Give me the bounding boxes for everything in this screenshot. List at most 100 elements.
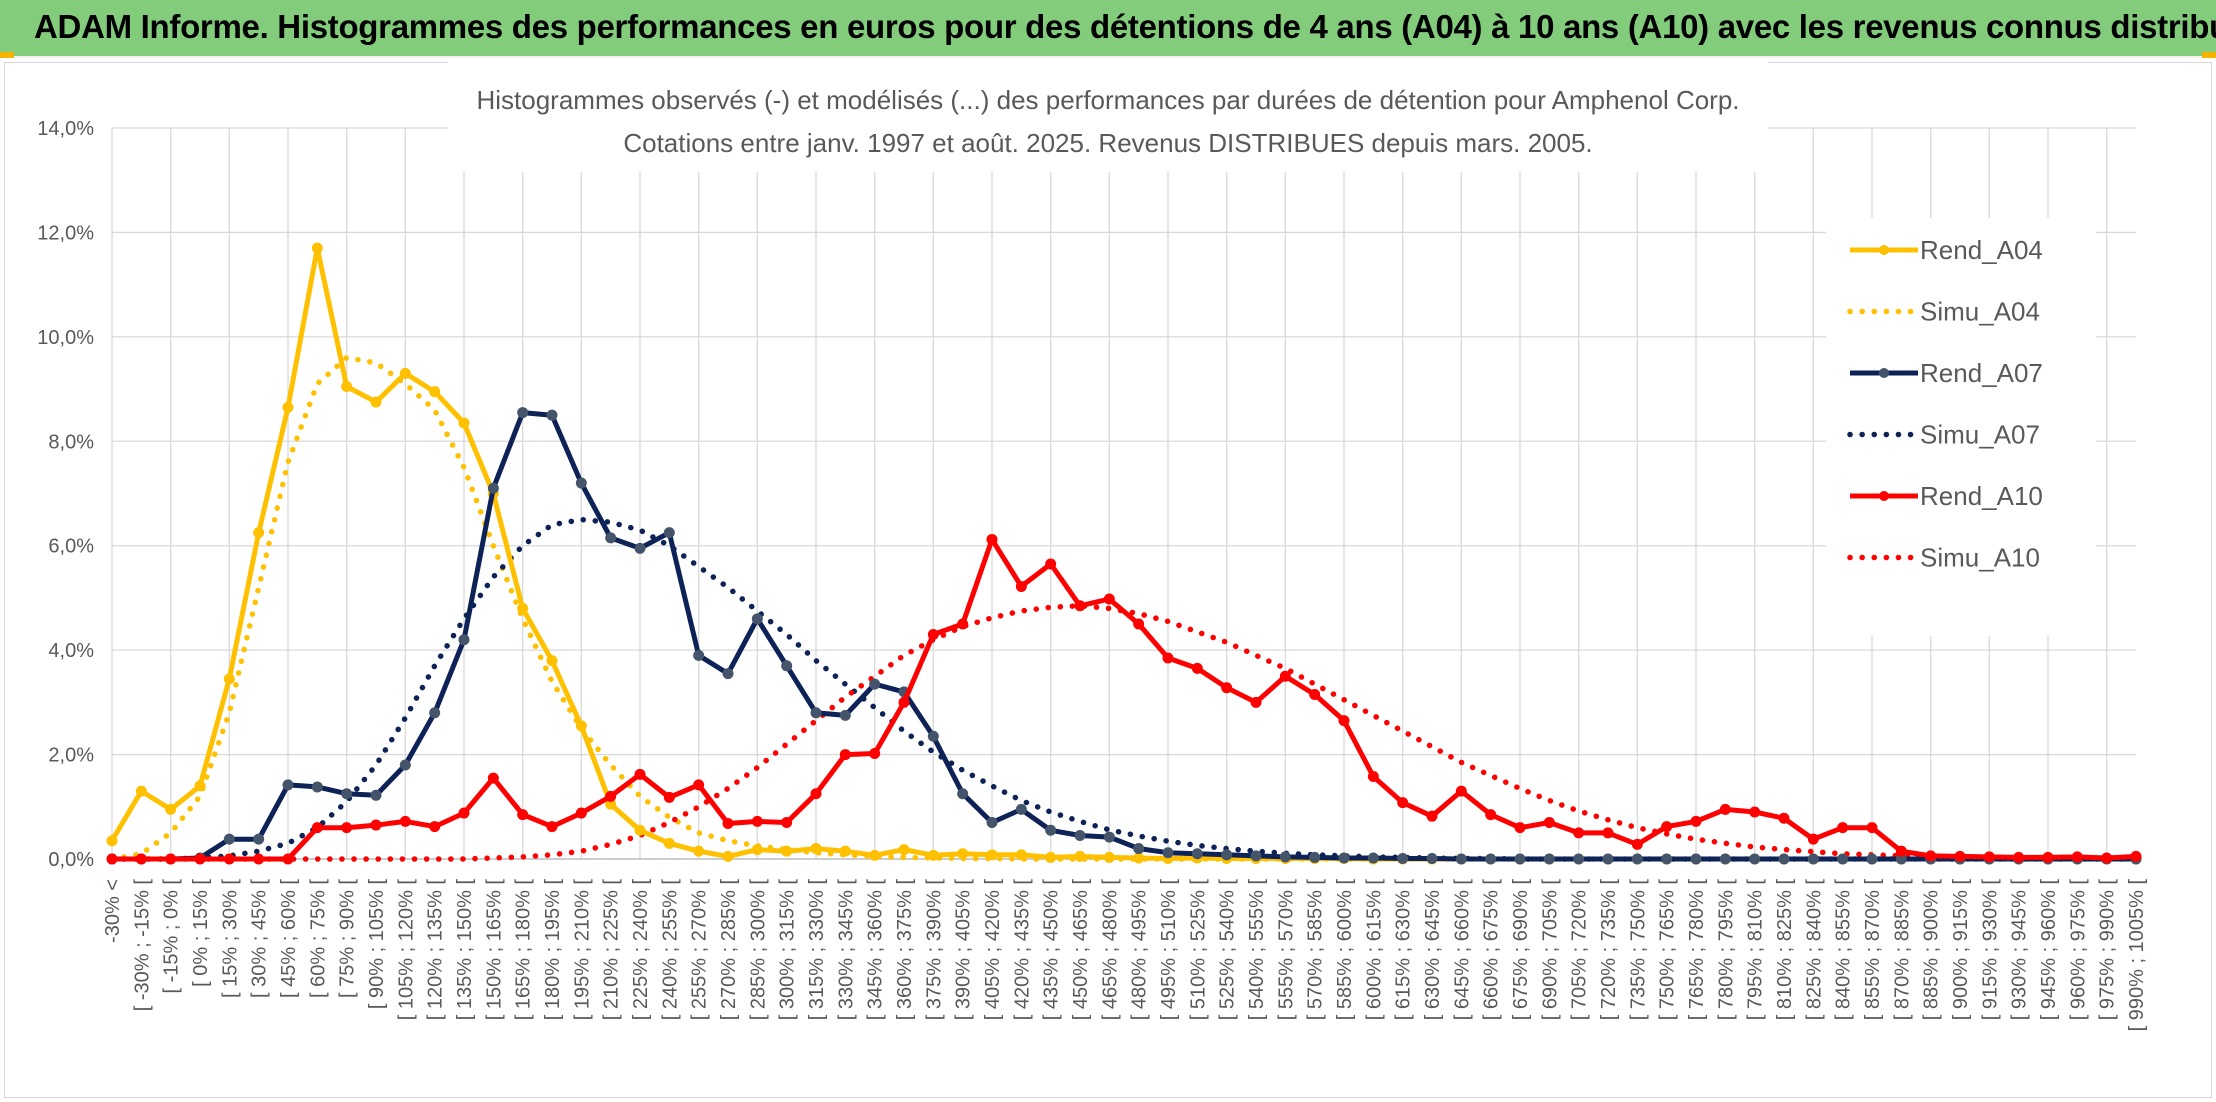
data-point (1250, 850, 1262, 862)
data-point (1602, 853, 1614, 865)
data-point (253, 833, 265, 845)
x-tick-label: [ 855% ; 870% [ (1862, 879, 1884, 1021)
data-point (1778, 812, 1790, 824)
legend-item-simu-a07[interactable]: Simu_A07 (1847, 420, 2040, 450)
chart-title-background (448, 60, 1768, 172)
legend-item-rend-a07[interactable]: Rend_A07 (1850, 358, 2043, 388)
chart-title-line1: Histogrammes observés (-) et modélisés (… (476, 85, 1739, 115)
data-point (1367, 852, 1379, 864)
x-tick-label: [ 390% ; 405% [ (953, 879, 975, 1021)
data-point (1485, 809, 1497, 821)
y-tick-label: 6,0% (48, 536, 94, 558)
data-point (1983, 851, 1995, 863)
data-point (1807, 833, 1819, 845)
x-tick-label: [ 660% ; 675% [ (1481, 879, 1503, 1021)
data-point (810, 843, 822, 855)
data-point (282, 853, 294, 865)
x-tick-label: [ 570% ; 585% [ (1305, 879, 1327, 1021)
data-point (1397, 797, 1409, 809)
data-point (810, 788, 822, 800)
legend-item-rend-a10[interactable]: Rend_A10 (1850, 481, 2043, 511)
data-point (1426, 810, 1438, 822)
data-point (1338, 715, 1350, 727)
x-tick-label: [ 150% ; 165% [ (483, 879, 505, 1021)
legend-item-simu-a10[interactable]: Simu_A10 (1847, 543, 2040, 573)
data-point (458, 807, 470, 819)
legend-item-simu-a04[interactable]: Simu_A04 (1847, 297, 2040, 327)
legend-background (1826, 218, 2096, 636)
x-tick-label: [ 600% ; 615% [ (1363, 879, 1385, 1021)
data-point (282, 401, 294, 413)
data-point (517, 602, 529, 614)
data-point (869, 678, 881, 690)
x-tick-label: [ 690% ; 705% [ (1539, 879, 1561, 1021)
series-line-simu-a10 (109, 603, 2139, 862)
data-point (194, 780, 206, 792)
x-tick-label: [ 465% ; 480% [ (1099, 879, 1121, 1021)
data-point (487, 482, 499, 494)
data-point (1837, 822, 1849, 834)
data-point (1074, 850, 1086, 862)
series-rend-a10 (106, 533, 2142, 865)
page-title: ADAM Informe. Histogrammes des performan… (34, 8, 2216, 45)
data-point (1309, 851, 1321, 863)
x-tick-label: [ 435% ; 450% [ (1041, 879, 1063, 1021)
x-tick-label: [ 225% ; 240% [ (630, 879, 652, 1021)
data-point (517, 809, 529, 821)
y-axis: 0,0% 2,0% 4,0% 6,0% 8,0% 10,0% 12,0% 14,0% (37, 118, 94, 871)
data-point (1074, 830, 1086, 842)
x-tick-label: [ 405% ; 420% [ (982, 879, 1004, 1021)
data-point (106, 853, 118, 865)
x-tick-label: [ 120% ; 135% [ (425, 879, 447, 1021)
data-point (781, 845, 793, 857)
data-point (487, 772, 499, 784)
x-tick-label: [ 735% ; 750% [ (1627, 879, 1649, 1021)
data-point (781, 660, 793, 672)
data-point (1191, 662, 1203, 674)
data-point (722, 668, 734, 680)
data-point (751, 844, 763, 856)
data-point (1015, 803, 1027, 815)
data-point (2071, 851, 2083, 863)
data-point (869, 748, 881, 760)
x-tick-label: [ 990% ; 1005% [ (2126, 879, 2148, 1032)
data-point (1807, 853, 1819, 865)
x-tick-label: [ 720% ; 735% [ (1598, 879, 1620, 1021)
x-tick-label: [ 675% ; 690% [ (1510, 879, 1532, 1021)
data-point (605, 532, 617, 544)
x-tick-label: [ 60% ; 75% [ (307, 879, 329, 998)
series-line-rend-a10 (112, 536, 2137, 862)
data-point (1103, 851, 1115, 863)
data-point (165, 803, 177, 815)
data-point (575, 807, 587, 819)
x-tick-label: [ 480% ; 495% [ (1129, 879, 1151, 1021)
data-point (1133, 618, 1145, 630)
y-tick-label: 2,0% (48, 745, 94, 767)
data-point (898, 844, 910, 856)
data-point (1719, 803, 1731, 815)
x-tick-label: [ 300% ; 315% [ (777, 879, 799, 1021)
data-point (458, 417, 470, 429)
legend-item-rend-a04[interactable]: Rend_A04 (1850, 235, 2043, 265)
x-tick-label: [ 345% ; 360% [ (865, 879, 887, 1021)
legend[interactable]: Rend_A04 Simu_A04 Rend_A07 Simu_A07 Rend_A10… (1826, 218, 2096, 636)
x-tick-label: -30% < (102, 879, 124, 943)
data-point (1045, 558, 1057, 570)
data-point (546, 655, 558, 667)
x-tick-label: [ 240% ; 255% [ (659, 879, 681, 1021)
data-point (458, 634, 470, 646)
data-point (253, 527, 265, 539)
x-tick-label: [ -30% ; -15% [ (131, 879, 153, 1012)
y-tick-label: 0,0% (48, 849, 94, 871)
x-tick-label: [ 510% ; 525% [ (1187, 879, 1209, 1021)
data-point (927, 628, 939, 640)
data-point (1543, 853, 1555, 865)
y-tick-label: 12,0% (37, 222, 94, 244)
data-point (634, 768, 646, 780)
data-point (1690, 815, 1702, 827)
data-point (869, 849, 881, 861)
data-point (1191, 848, 1203, 860)
legend-label: Rend_A04 (1920, 235, 2043, 265)
x-tick-label: [ 840% ; 855% [ (1833, 879, 1855, 1021)
legend-marker (1879, 368, 1889, 378)
